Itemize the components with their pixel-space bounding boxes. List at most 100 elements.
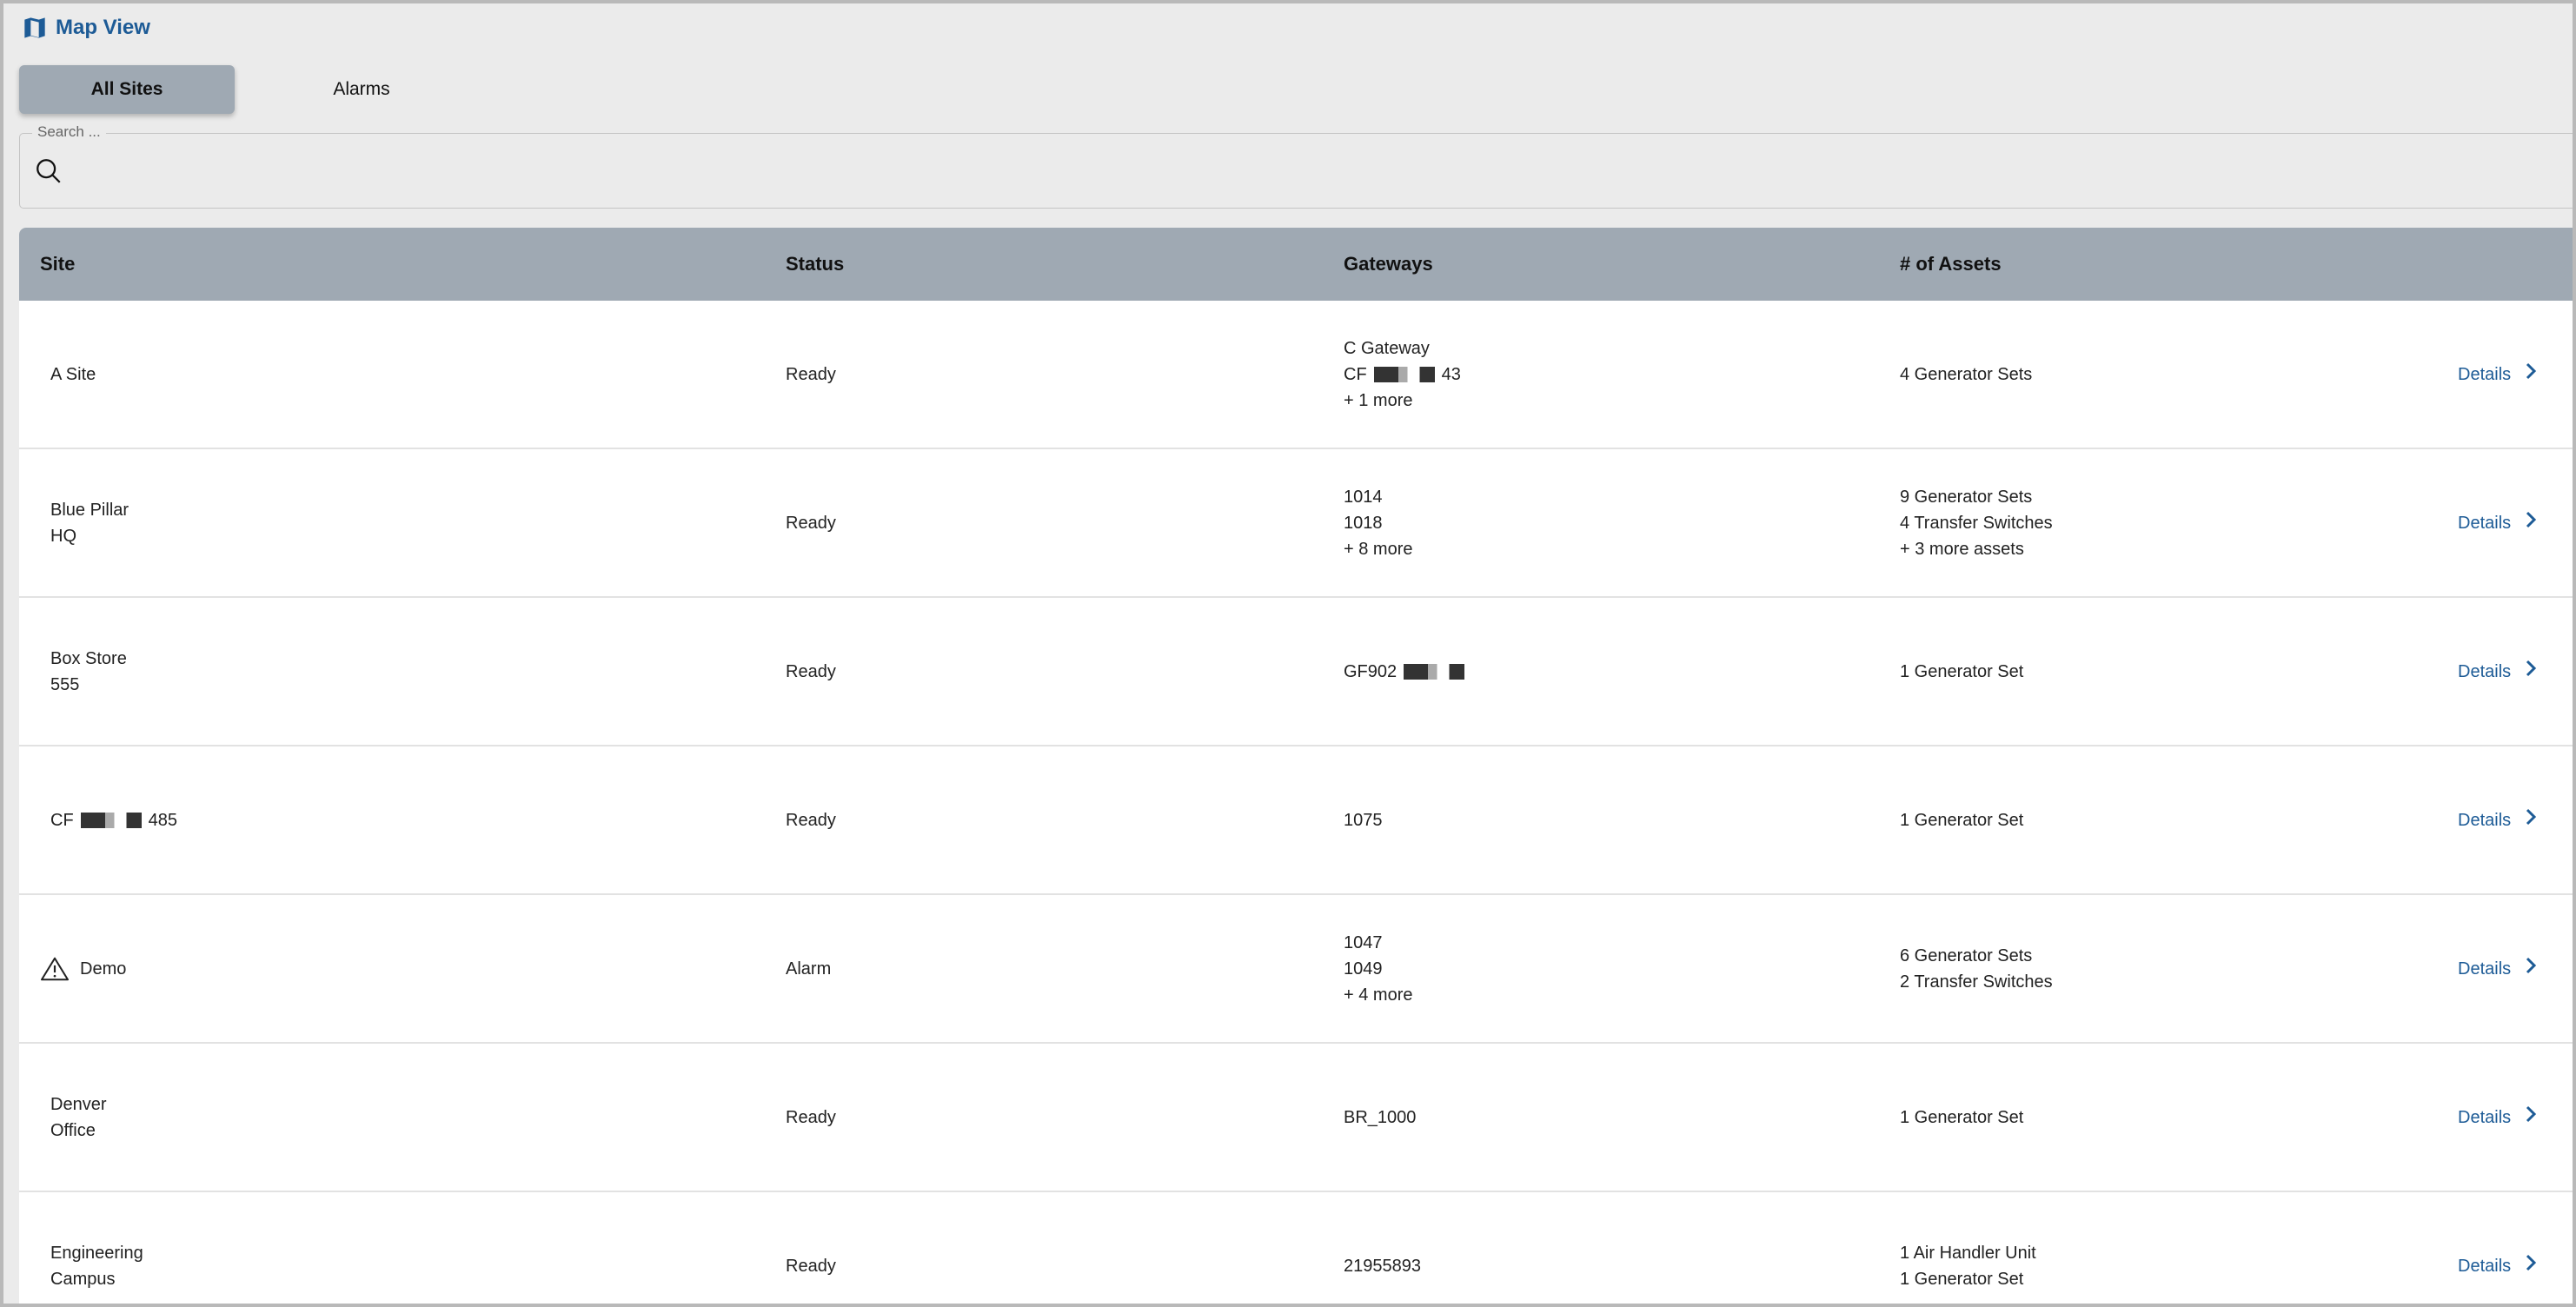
cell-line: 1075 [1344,810,1383,830]
cell-line: Blue Pillar [50,500,129,520]
site-cell: Denver Office [50,1044,106,1191]
app-window: Map View All Sites Alarms Search ... Sit… [3,3,2573,1304]
tab-all-sites[interactable]: All Sites [19,65,235,114]
cell-line: 1 Generator Set [1900,661,2024,681]
assets-cell: 1 Generator Set [1900,598,2023,745]
assets-cell: 6 Generator Sets 2 Transfer Switches [1900,895,2053,1042]
page-title: Map View [23,16,150,40]
details-label: Details [2458,661,2512,681]
cell-line: + 4 more [1344,985,1413,1005]
details-link[interactable]: Details [2458,895,2537,1042]
column-header-assets[interactable]: # of Assets [1900,253,2002,275]
text-suffix: 43 [1441,364,1461,384]
chevron-right-icon [2525,659,2537,685]
map-icon [24,17,45,38]
details-link[interactable]: Details [2458,1044,2537,1191]
cell-line: 1 Generator Set [1900,1107,2024,1127]
cell-line: 2 Transfer Switches [1900,972,2053,992]
details-label: Details [2458,513,2512,533]
gateways-cell: GF902 [1344,598,1471,745]
table-body: A Site Ready C Gateway CF 43 + 1 more 4 Genera… [19,301,2573,1304]
chevron-right-icon [2525,362,2537,388]
cell-line: C Gateway [1344,338,1430,358]
details-link[interactable]: Details [2458,1192,2537,1304]
cell-line: 1049 [1344,959,1383,979]
status-cell: Ready [786,1044,836,1191]
warning-icon [40,957,70,980]
site-cell: Box Store 555 [50,598,127,745]
site-cell: A Site [50,301,96,448]
cell-line: 1018 [1344,513,1383,533]
table-row[interactable]: Engineering Campus Ready 21955893 1 Air Hand… [19,1192,2573,1304]
status-cell: Ready [786,1192,836,1304]
table-row[interactable]: A Site Ready C Gateway CF 43 + 1 more 4 Genera… [19,301,2573,449]
table-row[interactable]: Demo Alarm 1047 1049 + 4 more 6 Generator Set… [19,895,2573,1044]
assets-cell: 1 Generator Set [1900,1044,2023,1191]
redacted-block [80,813,142,829]
details-link[interactable]: Details [2458,301,2537,448]
search-icon [37,159,61,183]
status-text: Ready [786,1256,836,1276]
cell-line: Engineering [50,1243,143,1263]
cell-line: 1 Generator Set [1900,1269,2024,1289]
text-prefix: CF [1344,364,1367,384]
details-label: Details [2458,1256,2512,1276]
table-row[interactable]: Blue Pillar HQ Ready 1014 1018 + 8 more 9 Gene… [19,449,2573,598]
column-header-status[interactable]: Status [786,253,845,275]
details-link[interactable]: Details [2458,746,2537,893]
cell-line: + 8 more [1344,539,1413,559]
table-row[interactable]: Box Store 555 Ready GF902 1 Generator Set Det… [19,598,2573,746]
site-line: Demo [40,956,126,982]
cell-line: 4 Generator Sets [1900,364,2033,384]
search-label: Search ... [32,123,106,141]
details-label: Details [2458,959,2512,979]
status-text: Ready [786,1107,836,1127]
site-cell: Engineering Campus [50,1192,143,1304]
search-input[interactable] [76,151,2509,189]
table-header: Site Status Gateways # of Assets [19,228,2573,301]
tab-alarms[interactable]: Alarms [333,79,390,99]
cell-line: 1 Generator Set [1900,810,2024,830]
assets-cell: 4 Generator Sets [1900,301,2032,448]
chevron-right-icon [2525,807,2537,833]
cell-line: 555 [50,674,80,694]
cell-line: HQ [50,526,76,546]
gateways-cell: C Gateway CF 43 + 1 more [1344,301,1461,448]
cell-line: Office [50,1120,96,1140]
details-link[interactable]: Details [2458,449,2537,596]
column-header-site[interactable]: Site [40,253,76,275]
table-row[interactable]: CF 485 Ready 1075 1 Generator Set Details [19,746,2573,895]
cell-line: 1 Air Handler Unit [1900,1243,2036,1263]
redacted-block [1373,367,1435,383]
assets-cell: 9 Generator Sets 4 Transfer Switches + 3 m… [1900,449,2053,596]
cell-line: Box Store [50,648,127,668]
redacted-block [1404,664,1465,680]
status-cell: Ready [786,746,836,893]
search-field[interactable]: Search ... [19,123,2573,209]
cell-line: Campus [50,1269,116,1289]
table-row[interactable]: Denver Office Ready BR_1000 1 Generator Set D… [19,1044,2573,1192]
page-title-text: Map View [56,16,150,39]
status-text: Alarm [786,959,832,979]
cell-line: 1014 [1344,487,1383,507]
gateways-cell: BR_1000 [1344,1044,1416,1191]
assets-cell: 1 Air Handler Unit 1 Generator Set [1900,1192,2036,1304]
column-header-gateways[interactable]: Gateways [1344,253,1433,275]
status-text: Ready [786,364,836,384]
text-suffix: 485 [148,810,178,830]
sites-table: Site Status Gateways # of Assets A Site R… [19,228,2573,1304]
gateways-cell: 1014 1018 + 8 more [1344,449,1412,596]
cell-line: BR_1000 [1344,1107,1417,1127]
assets-cell: 1 Generator Set [1900,746,2023,893]
chevron-right-icon [2525,510,2537,536]
cell-line: Denver [50,1094,107,1114]
site-name: Demo [80,959,127,979]
cell-line: CF 43 [1344,362,1461,388]
status-text: Ready [786,661,836,681]
details-link[interactable]: Details [2458,598,2537,745]
details-label: Details [2458,1107,2512,1127]
chevron-right-icon [2525,1105,2537,1131]
status-cell: Ready [786,449,836,596]
gateways-cell: 1047 1049 + 4 more [1344,895,1412,1042]
cell-line: 6 Generator Sets [1900,945,2033,965]
